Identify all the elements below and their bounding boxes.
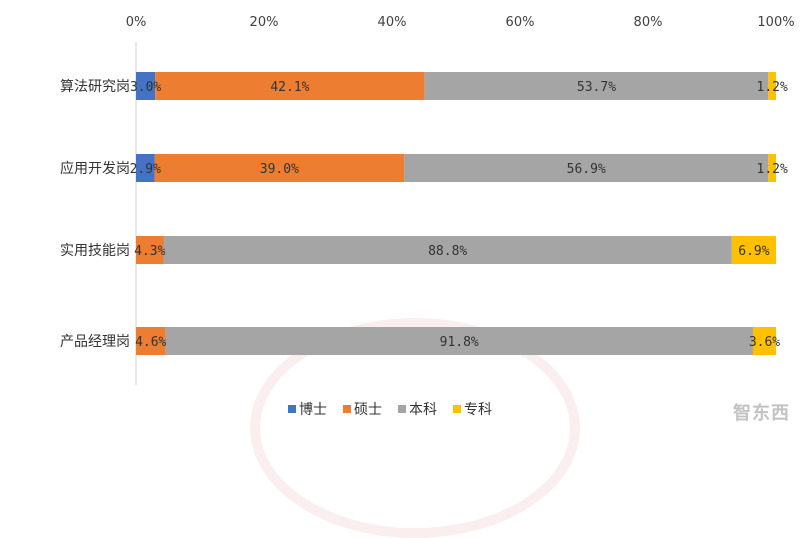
bar-segment (136, 327, 166, 355)
category-label: 应用开发岗 (60, 160, 130, 177)
bar-segment (155, 72, 425, 100)
data-label: 91.8% (440, 335, 479, 350)
legend-label: 专科 (464, 402, 492, 418)
bar-segment (136, 72, 156, 100)
x-tick-label: 60% (506, 15, 535, 30)
data-label: 39.0% (260, 162, 299, 177)
category-label: 实用技能岗 (60, 243, 130, 259)
bar-segment (136, 236, 164, 264)
bar-segment (768, 72, 776, 100)
legend-label: 博士 (299, 401, 327, 418)
data-label: 1.2% (757, 80, 788, 95)
legend-swatch (453, 405, 461, 413)
bar-segment (136, 154, 155, 182)
category-label: 产品经理岗 (60, 334, 130, 350)
bar-segment (154, 154, 405, 182)
x-tick-label: 0% (126, 15, 147, 30)
bar-segment (165, 327, 753, 355)
bar-segment (424, 72, 769, 100)
bar-segment (731, 236, 776, 264)
data-label: 4.6% (135, 335, 166, 350)
legend-swatch (398, 405, 406, 413)
x-tick-label: 100% (757, 15, 794, 30)
bar-segment (752, 327, 776, 355)
data-label: 53.7% (577, 80, 616, 95)
data-label: 6.9% (738, 244, 769, 259)
bar-segment (768, 154, 776, 182)
bar-segment (404, 154, 769, 182)
data-label: 3.0% (130, 80, 161, 95)
data-label: 88.8% (428, 244, 467, 259)
category-label: 算法研究岗 (60, 79, 130, 95)
data-label: 1.2% (757, 162, 788, 177)
brand-watermark: 智东西 (733, 403, 790, 424)
x-tick-label: 40% (378, 15, 407, 30)
legend-swatch (343, 405, 351, 413)
data-label: 42.1% (270, 80, 309, 95)
data-label: 56.9% (567, 162, 606, 177)
data-label: 4.3% (134, 244, 165, 259)
legend-label: 硕士 (354, 402, 382, 418)
data-label: 2.9% (130, 162, 161, 177)
bar-segment (163, 236, 732, 264)
data-label: 3.6% (749, 335, 780, 350)
x-tick-label: 80% (634, 15, 663, 30)
x-tick-label: 20% (250, 15, 279, 30)
legend-swatch (288, 405, 296, 413)
legend-label: 本科 (409, 402, 437, 418)
